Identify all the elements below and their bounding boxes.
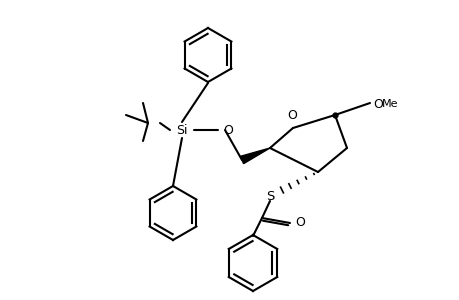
Text: O: O	[286, 109, 297, 122]
Text: Si: Si	[176, 124, 187, 136]
Text: O: O	[372, 98, 382, 110]
Text: S: S	[265, 190, 274, 202]
Text: O: O	[223, 124, 232, 136]
Text: O: O	[294, 217, 304, 230]
Polygon shape	[240, 148, 269, 164]
Text: Me: Me	[381, 99, 397, 109]
